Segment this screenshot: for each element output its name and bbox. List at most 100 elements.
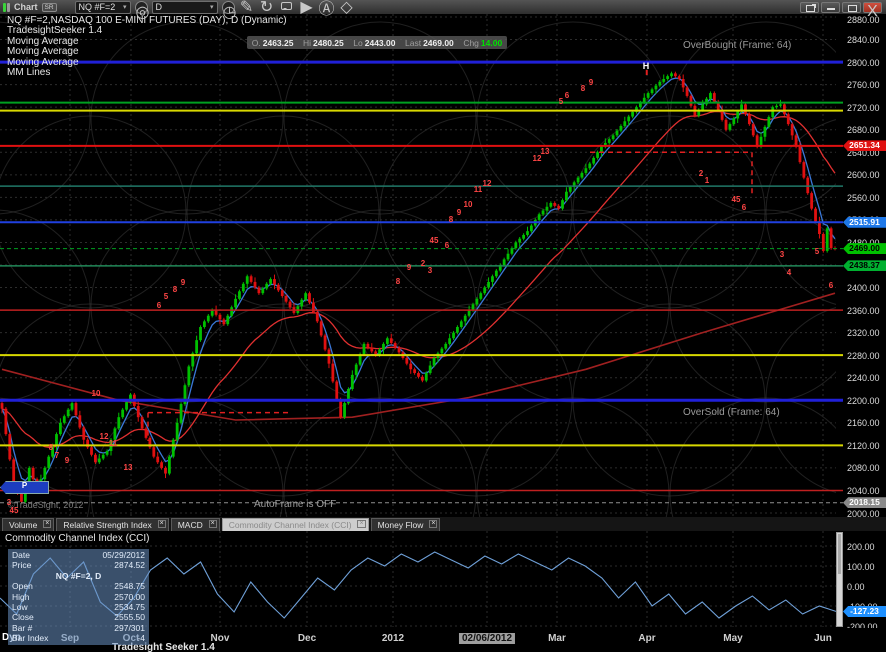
tab-close-icon[interactable]: × <box>357 520 366 528</box>
trade-marker: 8 <box>448 215 454 224</box>
time-tick-label: 2012 <box>381 633 405 644</box>
popout-button[interactable] <box>800 1 819 13</box>
price-tick-label: 2680.00 <box>847 125 880 136</box>
trade-marker: 3 <box>779 250 785 259</box>
annotation-button[interactable] <box>279 0 295 16</box>
price-axis[interactable]: 2880.00 2840.00 2800.00 2760.00 2720.00 2680.… <box>843 14 886 519</box>
price-badge: 2438.37 <box>843 260 886 272</box>
price-tick-label: 2400.00 <box>847 283 880 294</box>
price-tick-label: 2480.00 <box>847 237 880 248</box>
tab-money-flow[interactable]: Money Flow × <box>370 518 441 531</box>
trade-marker: 9 <box>456 208 462 217</box>
tab-macd[interactable]: MACD × <box>170 518 220 531</box>
price-tick-label: 2320.00 <box>847 328 880 339</box>
trade-marker: 5 <box>163 292 169 301</box>
trade-marker: P <box>0 481 49 494</box>
quote-lo: Lo 2443.00 <box>353 37 396 48</box>
trade-marker: 9 <box>588 78 594 87</box>
cci-scrollbar[interactable] <box>836 532 843 627</box>
symbol-dropdown[interactable]: NQ #F=2 ▾ <box>74 0 131 14</box>
replay-button[interactable]: ▶ <box>299 0 315 17</box>
cci-tick-label: 200.00 <box>847 541 875 552</box>
status-indicator-icon <box>3 2 10 12</box>
trade-marker: 9 <box>180 278 186 287</box>
trade-marker: 11 <box>108 439 118 448</box>
price-tick-label: 2840.00 <box>847 35 880 46</box>
redo-button[interactable]: ↻ <box>259 0 275 17</box>
draw-button[interactable]: ✎ <box>239 0 255 17</box>
titlebar: Chart SR NQ #F=2 ▾ ◎ D ▾ ◷ ✎ ↻ ▶ Ⓐ ◇ X <box>0 0 886 21</box>
time-tick-label: Nov <box>210 633 230 644</box>
tab-relative-strength-index[interactable]: Relative Strength Index × <box>56 518 169 531</box>
symbol-settings-button[interactable]: ◎ <box>134 0 150 21</box>
minimize-button[interactable] <box>821 1 840 13</box>
trade-marker: 12 <box>99 432 109 441</box>
tab-label: Commodity Channel Index (CCI) <box>228 520 352 530</box>
tab-close-icon[interactable]: × <box>208 520 217 528</box>
tooltip-row: High 2570.00 <box>12 591 145 602</box>
cci-tick-label: -200.00 <box>847 621 878 632</box>
tab-label: Volume <box>9 520 38 530</box>
trade-marker: 45 <box>429 236 439 245</box>
tab-label: Relative Strength Index <box>63 520 152 530</box>
trade-marker: 45 <box>731 195 741 204</box>
price-tick-label: 2560.00 <box>847 192 880 203</box>
trade-marker: 6 <box>741 203 747 212</box>
tab-label: Money Flow <box>377 520 424 530</box>
time-frame-button[interactable]: ◷ <box>221 0 237 21</box>
autoframe-status: AutoFrame is OFF <box>254 499 337 510</box>
play-icon: ▶ <box>300 0 313 16</box>
time-tick-label: Jun <box>814 633 832 644</box>
price-tick-label: 2360.00 <box>847 305 880 316</box>
tooltip-row: Open 2548.75 <box>12 581 145 592</box>
tab-close-icon[interactable]: × <box>429 520 438 528</box>
quote-last: Last 2469.00 <box>404 37 454 48</box>
time-tick-label: May <box>723 633 743 644</box>
trade-marker: 5 <box>558 97 564 106</box>
close-button[interactable]: X <box>863 1 882 20</box>
chart-plot-area[interactable] <box>0 14 836 517</box>
eraser-icon: ◇ <box>340 0 353 16</box>
tab-volume[interactable]: Volume × <box>2 518 55 531</box>
indicator-tabs: Volume × Relative Strength Index × MACD × Comm… <box>0 517 886 531</box>
overbought-label: OverBought (Frame: 64) <box>683 40 792 51</box>
trade-marker: 6 <box>828 281 834 290</box>
trade-marker: 7 <box>54 451 60 460</box>
tab-close-icon[interactable]: × <box>43 520 52 528</box>
trade-marker: 2 <box>698 169 704 178</box>
autoscale-button[interactable]: Ⓐ <box>319 0 335 19</box>
title-badge: SR <box>41 2 57 12</box>
window-controls: X <box>800 1 882 20</box>
interval-value: D <box>155 2 163 12</box>
data-tooltip: Date 05/29/2012 Price 2874.52 NQ #F=2, D Open… <box>8 549 149 645</box>
eraser-button[interactable]: ◇ <box>339 0 355 17</box>
price-tick-label: 2160.00 <box>847 418 880 429</box>
interval-dropdown[interactable]: D ▾ <box>151 0 218 14</box>
time-tick-label: Dec <box>297 633 317 644</box>
maximize-icon <box>848 4 857 12</box>
price-tick-label: 2640.00 <box>847 147 880 158</box>
time-tick-label: Mar <box>548 633 566 644</box>
trade-marker: 3 <box>6 498 12 507</box>
app-title: Chart <box>14 2 38 12</box>
price-tick-label: 2000.00 <box>847 508 880 519</box>
scrollbar-thumb[interactable] <box>838 534 841 574</box>
trade-marker: 13 <box>123 463 133 472</box>
trade-marker: 6 <box>156 301 162 310</box>
trade-marker: 4 <box>786 268 792 277</box>
trade-marker: 5 <box>814 247 820 256</box>
price-tick-label: 2080.00 <box>847 463 880 474</box>
quote-o: O. 2463.25 <box>251 37 294 48</box>
marker-tick <box>646 70 648 75</box>
tab-close-icon[interactable]: × <box>157 520 166 528</box>
quote-bar: O. 2463.25 Hi 2480.25 Lo 2443.00 Last 2469.00 Ch… <box>247 36 507 49</box>
circled-a-icon: Ⓐ <box>318 1 335 18</box>
tab-commodity-channel-index-cci-[interactable]: Commodity Channel Index (CCI) × <box>221 518 369 531</box>
chart-legend: NQ #F=2,NASDAQ 100 E-MINI FUTURES (DAY),… <box>7 15 287 78</box>
trade-marker: 8 <box>580 84 586 93</box>
trade-marker: 11 <box>473 185 483 194</box>
maximize-button[interactable] <box>842 1 861 13</box>
tooltip-row: Price 2874.52 <box>12 560 145 571</box>
